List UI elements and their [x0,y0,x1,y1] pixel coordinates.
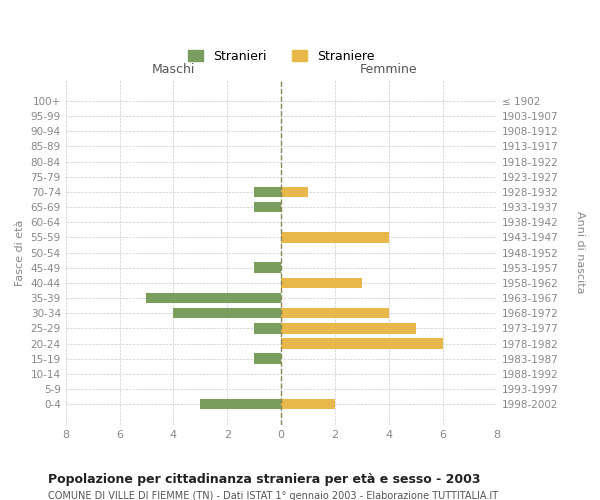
Bar [281,232,389,242]
Text: Femmine: Femmine [360,64,418,76]
Y-axis label: Anni di nascita: Anni di nascita [575,212,585,294]
Bar [200,399,281,409]
Bar [281,338,443,349]
Bar [281,323,416,334]
Bar [254,202,281,212]
Text: Popolazione per cittadinanza straniera per età e sesso - 2003: Popolazione per cittadinanza straniera p… [48,472,481,486]
Text: COMUNE DI VILLE DI FIEMME (TN) - Dati ISTAT 1° gennaio 2003 - Elaborazione TUTTI: COMUNE DI VILLE DI FIEMME (TN) - Dati IS… [48,491,498,500]
Bar [281,278,362,288]
Bar [146,292,281,304]
Bar [254,354,281,364]
Bar [254,323,281,334]
Text: Maschi: Maschi [152,64,195,76]
Bar [254,262,281,273]
Bar [254,186,281,197]
Bar [281,399,335,409]
Legend: Stranieri, Straniere: Stranieri, Straniere [183,45,379,68]
Y-axis label: Fasce di età: Fasce di età [15,220,25,286]
Bar [173,308,281,318]
Bar [281,308,389,318]
Bar [281,186,308,197]
